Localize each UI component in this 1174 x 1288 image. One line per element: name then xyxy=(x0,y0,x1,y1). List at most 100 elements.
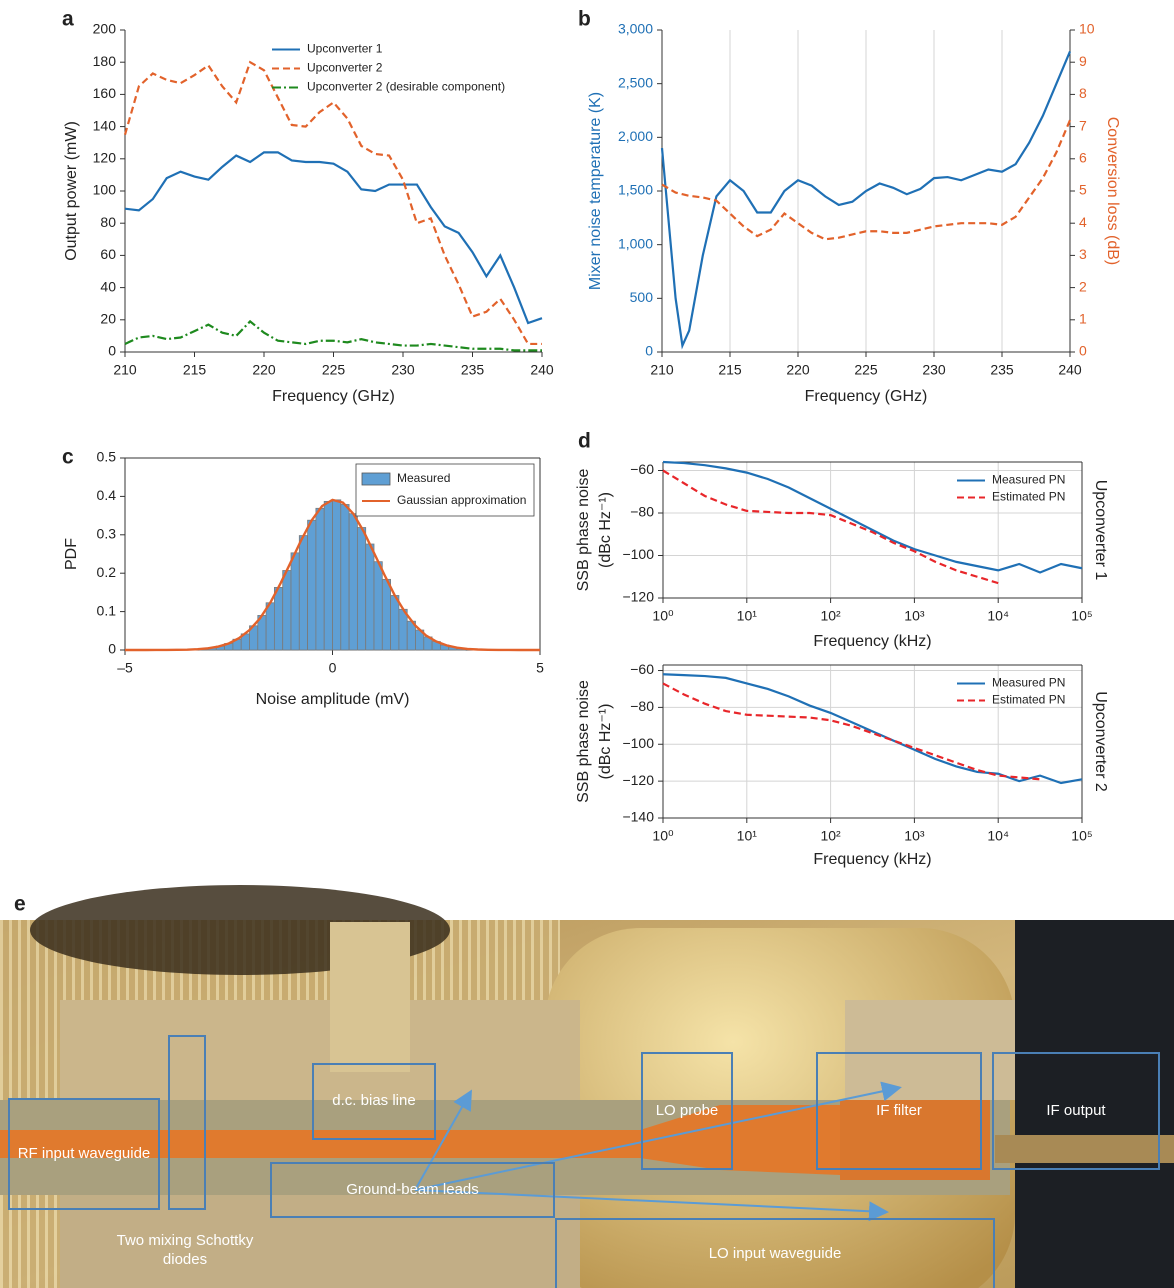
y2-tick-label: 10 xyxy=(1079,21,1095,37)
y-tick-label: 3,000 xyxy=(618,21,653,37)
y-tick-label: 140 xyxy=(93,117,117,133)
series-line xyxy=(124,319,542,352)
y2-tick-label: 2 xyxy=(1079,278,1087,294)
panel-label: c xyxy=(62,446,74,469)
bar xyxy=(273,587,284,651)
trace xyxy=(0,1105,840,1175)
series-line xyxy=(662,469,999,585)
x-tick-label: 10³ xyxy=(904,828,925,844)
y-tick-label: −60 xyxy=(630,661,654,677)
photo xyxy=(0,885,1174,1288)
x-axis-label: Frequency (GHz) xyxy=(272,388,395,405)
legend-label: Measured PN xyxy=(992,473,1065,487)
bar xyxy=(265,602,275,651)
legend-label: Measured xyxy=(397,471,450,485)
y-tick-label: 20 xyxy=(100,311,116,327)
bar xyxy=(315,507,325,651)
series-line xyxy=(123,60,542,346)
x-tick-label: 0 xyxy=(329,660,337,676)
bar xyxy=(340,504,350,651)
photo-label: d.c. bias line xyxy=(312,1063,436,1140)
y-tick-label: 160 xyxy=(93,85,117,101)
y-axis-label: (dBc Hz⁻¹) xyxy=(597,492,614,568)
y-tick-label: 0.1 xyxy=(97,602,117,618)
photo-label: LO probe xyxy=(641,1052,733,1170)
y-tick-label: −120 xyxy=(622,589,654,605)
bar xyxy=(298,535,308,651)
x-tick-label: 220 xyxy=(786,362,810,378)
bar xyxy=(332,499,342,651)
x-tick-label: 10² xyxy=(820,828,841,844)
panel-label: d xyxy=(578,430,591,453)
y-axis-label: PDF xyxy=(63,538,80,570)
x-tick-label: 10⁰ xyxy=(652,608,674,624)
y-tick-label: 200 xyxy=(93,21,117,37)
bar xyxy=(356,527,367,651)
bias-post xyxy=(330,922,410,1072)
y-tick-label: 100 xyxy=(93,182,117,198)
x-tick-label: 235 xyxy=(990,362,1014,378)
bar xyxy=(323,500,333,651)
dark-region xyxy=(1015,920,1174,1288)
series-line xyxy=(661,119,1072,241)
x-tick-label: 10³ xyxy=(904,608,925,624)
photo-box xyxy=(168,1035,206,1210)
y-tick-label: 60 xyxy=(100,246,116,262)
legend-label: Gaussian approximation xyxy=(397,493,526,507)
x-tick-label: 10⁵ xyxy=(1071,828,1092,844)
y-tick-label: 500 xyxy=(630,289,654,305)
series-line xyxy=(662,682,1041,781)
x-axis-label: Frequency (GHz) xyxy=(805,388,928,405)
y-tick-label: 40 xyxy=(100,278,116,294)
y-tick-label: 0.4 xyxy=(97,487,117,503)
y-axis-label: Output power (mW) xyxy=(63,121,80,261)
y2-tick-label: 7 xyxy=(1079,117,1087,133)
x-tick-label: 240 xyxy=(530,362,554,378)
y-tick-label: 120 xyxy=(93,150,117,166)
y-tick-label: 0 xyxy=(108,343,116,359)
y-tick-label: 2,000 xyxy=(618,128,653,144)
series-line xyxy=(662,673,1083,785)
y-tick-label: 1,000 xyxy=(618,235,653,251)
x-axis-label: Noise amplitude (mV) xyxy=(256,691,410,708)
legend-label: Upconverter 1 xyxy=(307,42,383,56)
y2-tick-label: 0 xyxy=(1079,343,1087,359)
x-tick-label: 10⁰ xyxy=(652,828,674,844)
x-tick-label: 235 xyxy=(461,362,485,378)
y-tick-label: 0.5 xyxy=(97,449,117,465)
panel-label: b xyxy=(578,8,591,31)
side-label: Upconverter 1 xyxy=(1092,480,1109,581)
x-tick-label: 210 xyxy=(113,362,137,378)
side-label: Upconverter 2 xyxy=(1092,691,1109,792)
x-axis-label: Frequency (kHz) xyxy=(813,633,931,650)
legend-label: Estimated PN xyxy=(992,490,1065,504)
y-tick-label: 2,500 xyxy=(618,74,653,90)
photo-label: IF filter xyxy=(816,1052,982,1170)
y-axis-label: SSB phase noise xyxy=(575,469,592,592)
series-line xyxy=(662,460,1083,574)
x-axis-label: Frequency (kHz) xyxy=(813,851,931,868)
photo-label: Two mixing Schottky diodes xyxy=(116,1232,254,1268)
y-tick-label: 0 xyxy=(108,641,116,657)
y-tick-label: 0 xyxy=(645,343,653,359)
legend-swatch xyxy=(361,472,391,486)
x-tick-label: 230 xyxy=(922,362,946,378)
legend-label: Upconverter 2 (desirable component) xyxy=(307,80,505,94)
bar xyxy=(348,513,358,651)
x-tick-label: 215 xyxy=(718,362,742,378)
x-tick-label: 220 xyxy=(252,362,276,378)
y-tick-label: −140 xyxy=(622,809,654,825)
x-tick-label: 10⁴ xyxy=(987,828,1009,844)
y-tick-label: −100 xyxy=(622,735,654,751)
x-tick-label: 10² xyxy=(820,608,841,624)
y-tick-label: 80 xyxy=(100,214,116,230)
y2-tick-label: 1 xyxy=(1079,311,1087,327)
photo-label: IF output xyxy=(992,1052,1160,1170)
y2-tick-label: 9 xyxy=(1079,53,1087,69)
photo-label: RF input waveguide xyxy=(8,1098,160,1210)
x-tick-label: 10¹ xyxy=(737,608,758,624)
output-wire xyxy=(995,1135,1174,1163)
y-tick-label: 0.2 xyxy=(97,564,117,580)
